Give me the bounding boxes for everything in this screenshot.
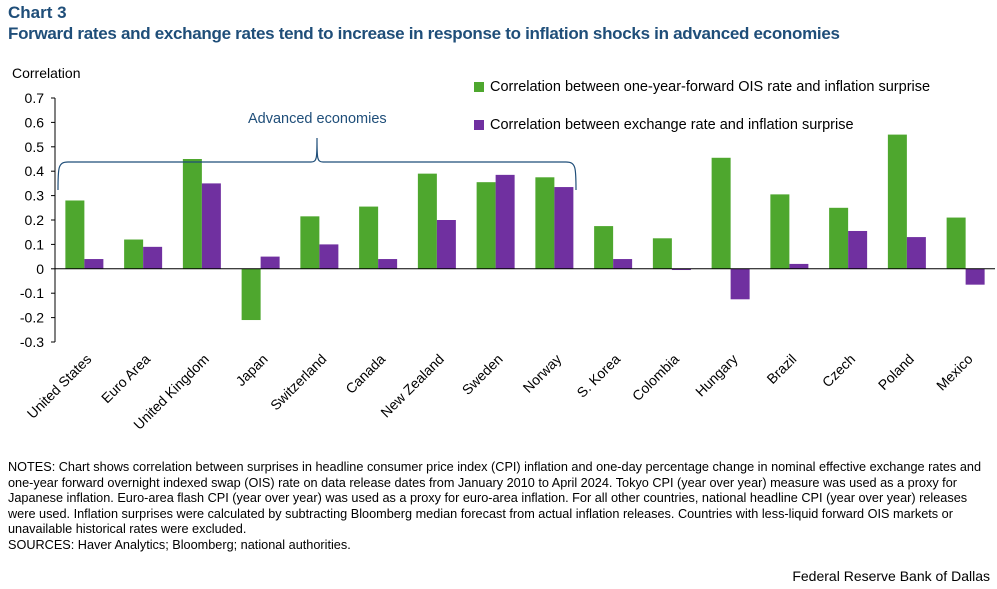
bar-ois-switzerland xyxy=(300,216,320,269)
bar-ois-czech xyxy=(829,207,849,269)
bar-exchange-rate-new-zealand xyxy=(436,220,456,269)
notes-block: NOTES: Chart shows correlation between s… xyxy=(8,460,993,554)
bar-ois-canada xyxy=(359,206,379,269)
bar-ois-hungary xyxy=(711,157,731,269)
advanced-economies-annotation: Advanced economies xyxy=(248,111,387,127)
y-tick-label: 0.7 xyxy=(25,90,45,106)
bar-exchange-rate-japan xyxy=(260,256,280,269)
bar-exchange-rate-norway xyxy=(554,187,574,269)
chart-title: Forward rates and exchange rates tend to… xyxy=(8,24,840,43)
legend-swatch-purple xyxy=(474,119,484,130)
y-tick-label: -0.3 xyxy=(20,334,44,350)
y-axis: 0.7 0.6 0.5 0.4 0.3 0.2 0.1 0 -0.1 -0.2 -0.3 xyxy=(20,90,56,350)
legend-item-ois: Correlation between one-year-forward OIS… xyxy=(474,77,930,96)
legend: Correlation between one-year-forward OIS… xyxy=(474,77,930,153)
y-tick-label: 0 xyxy=(36,261,44,277)
x-tick-label: Euro Area xyxy=(98,351,153,406)
bar-ois-mexico xyxy=(946,217,966,269)
bar-ois-united-states xyxy=(65,200,85,269)
bar-exchange-rate-united-kingdom xyxy=(201,183,221,269)
legend-label-exchange-rate: Correlation between exchange rate and in… xyxy=(490,116,854,133)
x-tick-label: Canada xyxy=(342,351,388,397)
y-tick-label: -0.1 xyxy=(20,285,44,301)
chart-plot: 0.7 0.6 0.5 0.4 0.3 0.2 0.1 0 -0.1 -0.2 -0.3 Unite… xyxy=(20,90,995,433)
y-tick-label: 0.4 xyxy=(25,163,45,179)
legend-item-exchange-rate: Correlation between exchange rate and in… xyxy=(474,115,930,134)
x-tick-label: United States xyxy=(24,351,95,422)
x-tick-label: Colombia xyxy=(629,351,682,404)
bar-exchange-rate-czech xyxy=(848,230,868,269)
bar-exchange-rate-brazil xyxy=(789,263,809,269)
bar-exchange-rate-s-korea xyxy=(613,259,633,269)
x-tick-label: Czech xyxy=(819,351,858,390)
bar-ois-japan xyxy=(241,268,261,321)
bar-exchange-rate-hungary xyxy=(730,268,750,300)
bar-ois-s-korea xyxy=(594,226,614,269)
x-tick-label: Mexico xyxy=(933,351,976,394)
bar-ois-new-zealand xyxy=(417,173,437,269)
y-tick-label: 0.1 xyxy=(25,236,45,252)
y-tick-label: 0.3 xyxy=(25,188,45,204)
x-tick-label: Norway xyxy=(520,351,565,396)
x-tick-label: Switzerland xyxy=(267,351,329,413)
x-tick-label: S. Korea xyxy=(573,351,623,401)
x-tick-label: Brazil xyxy=(763,351,799,387)
bar-exchange-rate-united-states xyxy=(84,259,104,269)
bar-ois-norway xyxy=(535,177,555,269)
bar-ois-poland xyxy=(887,134,907,269)
y-tick-label: 0.5 xyxy=(25,139,45,155)
bar-exchange-rate-sweden xyxy=(495,174,515,269)
advanced-economies-bracket xyxy=(57,137,577,191)
bar-exchange-rate-switzerland xyxy=(319,244,339,269)
x-tick-label: Sweden xyxy=(459,351,506,398)
notes-text: NOTES: Chart shows correlation between s… xyxy=(8,460,982,537)
x-tick-label: New Zealand xyxy=(377,351,447,421)
bar-exchange-rate-mexico xyxy=(965,268,985,285)
bar-ois-sweden xyxy=(476,182,496,269)
legend-swatch-green xyxy=(474,81,484,92)
y-tick-label: -0.2 xyxy=(20,310,44,326)
y-tick-label: 0.2 xyxy=(25,212,45,228)
bar-ois-euro-area xyxy=(124,239,144,269)
sources-text: SOURCES: Haver Analytics; Bloomberg; nat… xyxy=(8,537,351,552)
bar-ois-united-kingdom xyxy=(182,159,202,269)
bar-ois-brazil xyxy=(770,194,790,269)
x-tick-label: Japan xyxy=(232,351,270,389)
bar-ois-colombia xyxy=(652,238,672,269)
legend-label-ois: Correlation between one-year-forward OIS… xyxy=(490,78,931,95)
bar-exchange-rate-colombia xyxy=(671,268,691,271)
bar-exchange-rate-canada xyxy=(378,259,398,269)
x-tick-label: Hungary xyxy=(692,351,741,400)
bar-exchange-rate-poland xyxy=(906,237,926,269)
bars-layer xyxy=(65,134,985,321)
chart-number: Chart 3 xyxy=(8,3,67,22)
y-tick-label: 0.6 xyxy=(25,114,45,130)
bar-exchange-rate-euro-area xyxy=(143,246,163,269)
x-tick-label: Poland xyxy=(875,351,917,393)
credit-line: Federal Reserve Bank of Dallas xyxy=(792,568,990,584)
y-axis-label: Correlation xyxy=(12,65,81,81)
